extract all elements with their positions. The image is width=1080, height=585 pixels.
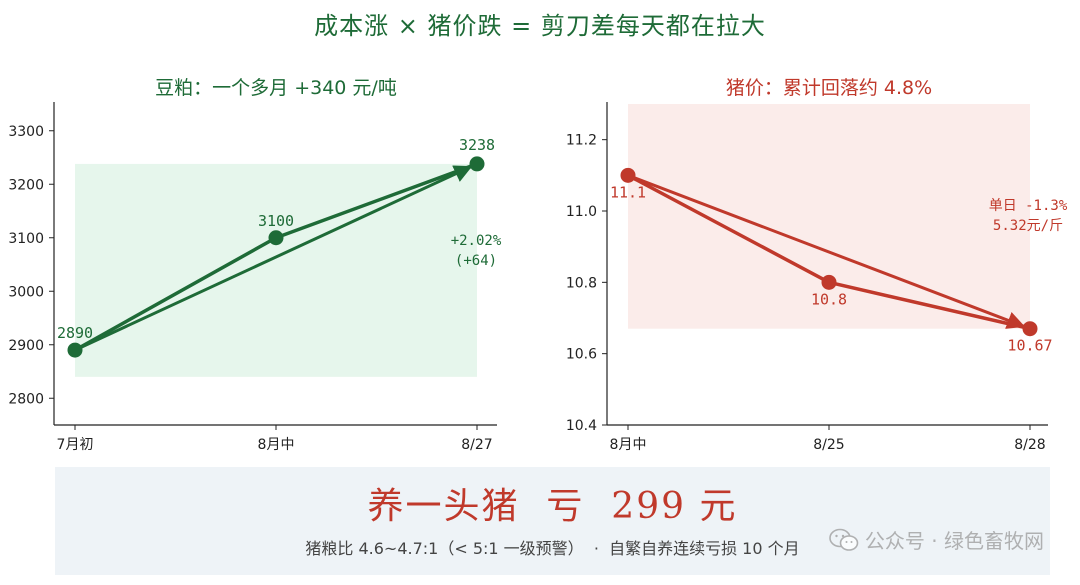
y-tick-label: 2900 bbox=[8, 338, 44, 354]
y-tick-label: 2800 bbox=[8, 391, 44, 407]
y-tick-label: 11.0 bbox=[566, 204, 597, 220]
data-label: 10.67 bbox=[1007, 337, 1052, 355]
data-point bbox=[67, 342, 83, 358]
shaded-band bbox=[628, 104, 1030, 329]
x-tick-label: 7月初 bbox=[57, 436, 94, 453]
data-label: 3238 bbox=[459, 136, 495, 154]
annotation-text: +2.02% bbox=[451, 233, 502, 249]
y-tick-label: 11.2 bbox=[566, 133, 597, 149]
y-tick-label: 10.8 bbox=[566, 275, 597, 291]
data-point bbox=[620, 167, 636, 183]
data-point bbox=[469, 156, 485, 172]
y-tick-label: 10.4 bbox=[566, 418, 597, 434]
chart-soymeal: 豆粕：一个多月 +340 元/吨 2800 2900 3000 3100 3200 3300… bbox=[8, 77, 502, 453]
annotation-text: 单日 -1.3% bbox=[989, 198, 1068, 214]
loss-per-pig-headline: 养一头猪 亏 299 元 bbox=[367, 486, 738, 527]
main-title: 成本涨 × 猪价跌 = 剪刀差每天都在拉大 bbox=[314, 12, 766, 40]
trend-arrow bbox=[74, 165, 473, 352]
x-tick-label: 8/28 bbox=[1014, 437, 1045, 453]
trend-arrow bbox=[627, 173, 1026, 329]
summary-subtext: 猪粮比 4.6~4.7:1（< 5:1 一级预警） · 自繁自养连续亏损 10 … bbox=[305, 539, 800, 558]
x-tick-label: 8月中 bbox=[610, 437, 647, 453]
data-point bbox=[821, 274, 837, 290]
y-tick-label: 3300 bbox=[8, 124, 44, 140]
wechat-icon bbox=[829, 528, 859, 551]
x-tick-label: 8月中 bbox=[258, 437, 295, 453]
watermark-text: 公众号 · 绿色畜牧网 bbox=[864, 529, 1044, 553]
data-point bbox=[268, 230, 284, 246]
data-label: 11.1 bbox=[610, 183, 646, 201]
x-tick-label: 8/25 bbox=[813, 437, 844, 453]
data-label: 10.8 bbox=[811, 290, 847, 308]
data-label: 3100 bbox=[258, 212, 294, 230]
chart-title: 豆粕：一个多月 +340 元/吨 bbox=[155, 77, 397, 99]
data-label: 2890 bbox=[57, 324, 93, 342]
shaded-band bbox=[75, 163, 477, 377]
annotation-text: 5.32元/斤 bbox=[993, 218, 1063, 234]
watermark: 公众号 · 绿色畜牧网 bbox=[829, 525, 1044, 554]
annotation-text: (+64) bbox=[455, 253, 497, 269]
y-tick-label: 10.6 bbox=[566, 347, 597, 363]
x-tick-label: 8/27 bbox=[461, 437, 492, 453]
y-tick-label: 3200 bbox=[8, 177, 44, 193]
y-tick-label: 3000 bbox=[8, 284, 44, 300]
summary-banner: 养一头猪 亏 299 元 猪粮比 4.6~4.7:1（< 5:1 一级预警） ·… bbox=[55, 467, 1050, 575]
data-point bbox=[1022, 321, 1038, 337]
chart-hog-price: 猪价：累计回落约 4.8% 10.4 10.6 10.8 11.0 11.2 8月中 8/25… bbox=[566, 77, 1068, 453]
y-tick-label: 3100 bbox=[8, 231, 44, 247]
chart-title: 猪价：累计回落约 4.8% bbox=[726, 77, 932, 99]
